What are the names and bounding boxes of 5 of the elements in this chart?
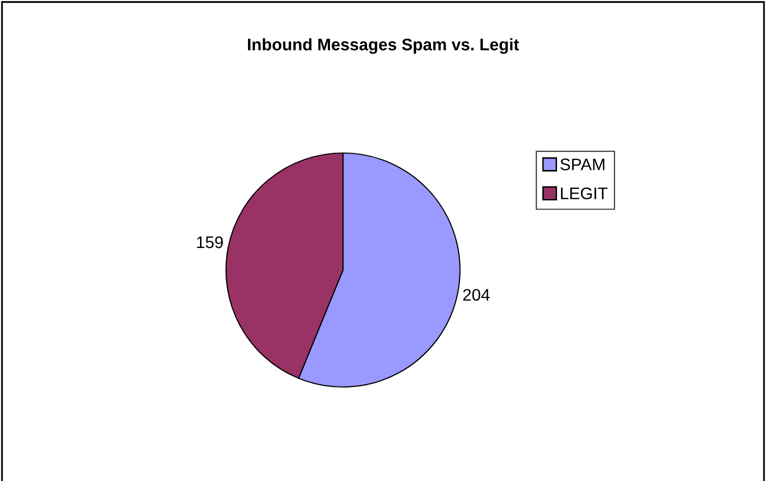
legend-label: SPAM bbox=[560, 158, 604, 170]
legend-label: LEGIT bbox=[561, 187, 608, 200]
data-label: 159 bbox=[197, 236, 223, 248]
chart-title: Inbound Messages Spam vs. Legit bbox=[248, 38, 519, 54]
data-label: 204 bbox=[463, 288, 490, 301]
